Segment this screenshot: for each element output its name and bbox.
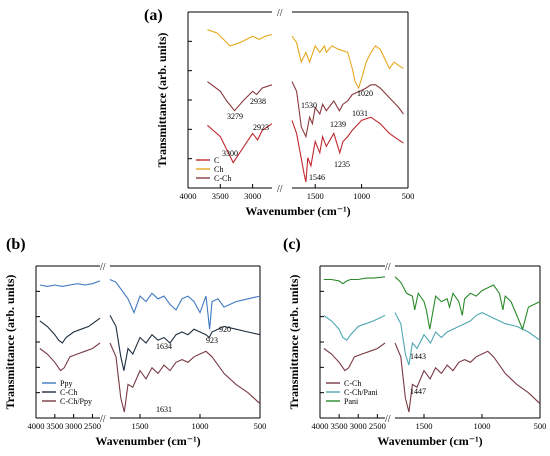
- x-tick-label: 4000: [180, 191, 197, 201]
- x-tick-label: 1000: [192, 421, 209, 431]
- peak-label: 3300: [222, 149, 238, 158]
- x-axis-label: Wavenumber (cm⁻¹): [377, 434, 482, 448]
- x-axis-label: Wavenumber (cm⁻¹): [95, 434, 200, 448]
- series-ch-left: [207, 29, 273, 47]
- x-axis-label: Wavenumber (cm⁻¹): [245, 204, 350, 218]
- peak-label: 2938: [250, 97, 266, 106]
- x-tick-label: 2500: [84, 421, 101, 431]
- peak-label: 1530: [301, 101, 317, 110]
- peak-label: 1447: [410, 387, 426, 396]
- x-tick-label: 2500: [369, 421, 386, 431]
- peak-label: 1020: [357, 89, 373, 98]
- series-pani-right: [394, 276, 541, 331]
- legend-entry: C-Ch/Pani: [344, 388, 379, 397]
- peak-label: 2923: [253, 123, 269, 132]
- axis-break-mark-top: //: [385, 262, 391, 273]
- x-tick-label: 4000: [312, 421, 329, 431]
- panel-label: (b): [6, 236, 26, 253]
- panel-b: // // 4000 3500 3000 2500 1500 1000 500 Wavenumbe…: [3, 236, 266, 448]
- x-tick-label: 3500: [46, 421, 63, 431]
- panel-label: (c): [283, 236, 301, 253]
- axis-break-mark-top: //: [277, 8, 283, 19]
- panel-a: // // 4000 3500 3000 1500 1000 500 Wavenumber (c…: [144, 7, 414, 218]
- series-c-ch-left: [323, 342, 386, 372]
- peak-label: 1443: [410, 352, 426, 361]
- x-tick-label: 3000: [350, 421, 367, 431]
- axis-break-mark-top: //: [100, 262, 106, 273]
- x-tick-label: 1500: [307, 191, 324, 201]
- legend-entry: Pani: [344, 397, 359, 406]
- x-tick-label: 500: [534, 421, 547, 431]
- x-tick-label: 1000: [474, 421, 491, 431]
- axis-break-mark-bottom: //: [277, 184, 283, 195]
- peak-label: 923: [206, 336, 218, 345]
- peak-label: 1546: [309, 173, 325, 182]
- y-axis-label: Transmittance (arb. units): [3, 275, 17, 410]
- series-c-ch-ppy-right: [109, 342, 261, 413]
- x-tick-label: 1500: [132, 421, 149, 431]
- axis-break-mark-bottom: //: [385, 414, 391, 425]
- y-axis-label: Transmittance (arb. units): [155, 33, 169, 168]
- x-tick-label: 4000: [28, 421, 45, 431]
- series-pani-left: [323, 276, 386, 285]
- series-c-right: [291, 116, 404, 183]
- peak-label: 1239: [330, 120, 346, 129]
- series-c-ch-pani-left: [323, 314, 386, 341]
- legend-entry: C-Ch: [344, 379, 361, 388]
- x-tick-label: 500: [254, 421, 267, 431]
- peak-label: 1634: [156, 342, 172, 351]
- peak-label: 1631: [156, 405, 172, 414]
- x-tick-label: 3500: [212, 191, 229, 201]
- series-c-ch-right: [109, 315, 261, 371]
- series-c-ch-left: [207, 81, 273, 112]
- legend-entry: C: [214, 156, 219, 165]
- series-c-ch-right: [291, 81, 404, 139]
- panel-c: // // 4000 3500 3000 2500 1500 1000 500 Wavenumbe…: [283, 236, 546, 448]
- peak-label: 1235: [334, 160, 350, 169]
- legend-entry: Ppy: [60, 379, 72, 388]
- series-c-ch-left: [39, 317, 101, 344]
- y-axis-label: Transmittance (arb. units): [287, 275, 301, 410]
- panel-label: (a): [144, 7, 163, 24]
- axis-break-mark-bottom: //: [100, 414, 106, 425]
- series-c-left: [207, 123, 273, 164]
- series-c-ch-right: [394, 342, 541, 413]
- series-ch-right: [291, 35, 404, 90]
- x-tick-label: 3500: [331, 421, 348, 431]
- legend-entry: C-Ch/Ppy: [60, 397, 92, 406]
- x-tick-label: 500: [402, 191, 415, 201]
- peak-label: 920: [219, 325, 231, 334]
- x-tick-label: 1500: [416, 421, 433, 431]
- legend-entry: Ch: [214, 165, 223, 174]
- x-tick-label: 3000: [65, 421, 82, 431]
- x-tick-label: 3000: [244, 191, 261, 201]
- x-tick-label: 1000: [353, 191, 370, 201]
- series-c-ch-pani-right: [394, 311, 541, 366]
- series-ppy-right: [109, 279, 261, 330]
- legend-entry: C-Ch: [214, 174, 231, 183]
- legend-entry: C-Ch: [60, 388, 77, 397]
- peak-label: 1031: [352, 109, 368, 118]
- series-ppy-left: [39, 280, 101, 287]
- peak-label: 3279: [227, 112, 243, 121]
- series-c-ch-ppy-left: [39, 342, 101, 372]
